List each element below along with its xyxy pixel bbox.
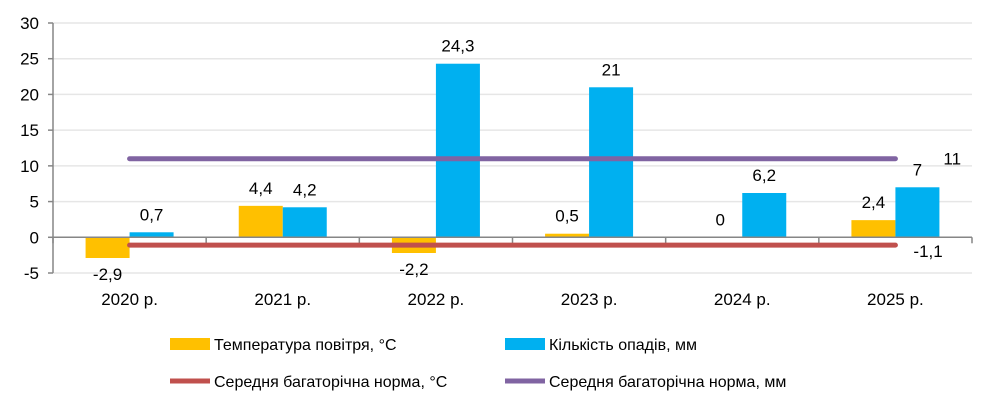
bar-precipitation [589, 87, 634, 238]
y-tick-label: 25 [20, 50, 39, 69]
data-label: -2,2 [399, 260, 428, 279]
bar-temperature [545, 233, 590, 238]
data-label: 0 [716, 210, 725, 229]
x-tick-label: 2021 р. [254, 290, 311, 309]
data-label: 21 [602, 60, 621, 79]
data-label: 0,5 [555, 207, 579, 226]
legend-swatch [170, 338, 210, 350]
legend-label: Середня багаторічна норма, °С [214, 374, 447, 391]
legend-label: Температура повітря, °С [214, 337, 397, 354]
bar-temperature [238, 205, 283, 238]
bar-precipitation [435, 63, 480, 238]
data-label: 7 [913, 160, 922, 179]
y-tick-label: 10 [20, 157, 39, 176]
line-end-label: -1,1 [913, 242, 942, 261]
y-tick-label: 30 [20, 14, 39, 33]
bar-temperature [851, 220, 896, 238]
legend-label: Кількість опадів, мм [549, 337, 697, 354]
data-label: 0,7 [140, 205, 164, 224]
y-tick-label: 0 [30, 228, 39, 247]
line-end-label: 11 [943, 150, 961, 169]
data-label: 24,3 [441, 37, 474, 56]
y-tick-label: 20 [20, 85, 39, 104]
y-tick-label: 15 [20, 121, 39, 140]
data-label: 2,4 [862, 193, 886, 212]
x-tick-label: 2023 р. [561, 290, 618, 309]
bar-precipitation [282, 207, 327, 238]
bar-precipitation [129, 232, 174, 238]
y-tick-label: -5 [24, 264, 39, 283]
x-tick-label: 2020 р. [101, 290, 158, 309]
legend-swatch [505, 338, 545, 350]
x-tick-label: 2024 р. [714, 290, 771, 309]
bar-precipitation [742, 193, 787, 238]
y-tick-label: 5 [30, 193, 39, 212]
x-tick-label: 2022 р. [408, 290, 465, 309]
data-label: -2,9 [93, 265, 122, 284]
legend-label: Середня багаторічна норма, мм [549, 374, 786, 391]
data-label: 4,4 [249, 179, 273, 198]
bar-precipitation [895, 187, 940, 238]
data-label: 6,2 [752, 166, 776, 185]
x-tick-label: 2025 р. [867, 290, 924, 309]
bar-temperature [85, 237, 130, 258]
data-label: 4,2 [293, 180, 317, 199]
